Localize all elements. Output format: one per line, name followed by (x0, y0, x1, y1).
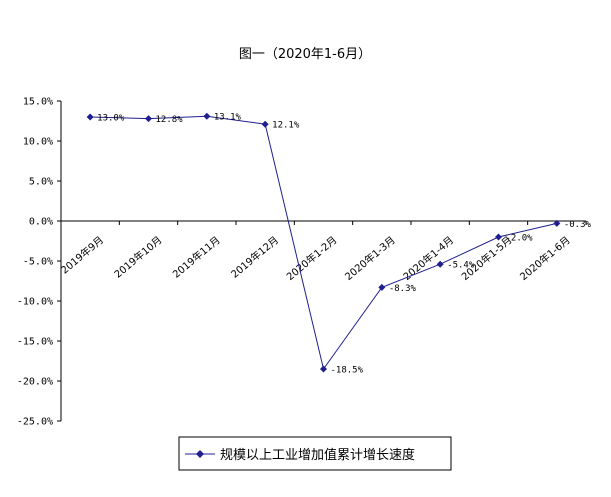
data-point (495, 233, 502, 241)
data-point (320, 365, 327, 373)
data-point (261, 120, 269, 128)
data-point (86, 113, 94, 121)
data-label: -2.0% (506, 234, 534, 244)
x-tick-label: 2019年11月 (170, 233, 223, 280)
x-tick-label: 2019年9月 (58, 233, 106, 276)
y-tick-label: 0.0% (29, 217, 53, 228)
data-label: -0.3% (564, 220, 592, 230)
y-axis-ticks: 15.0% 10.0% 5.0% 0.0% -5.0% -10.0% -15.0% -20.0… (17, 97, 61, 428)
data-label: -5.4% (447, 261, 475, 271)
y-tick-label: -25.0% (17, 417, 53, 428)
data-point (145, 115, 152, 123)
y-tick-label: -15.0% (17, 337, 53, 348)
y-tick-label: -5.0% (23, 257, 53, 268)
data-label: 13.1% (214, 113, 242, 123)
data-label: 12.1% (272, 121, 300, 131)
legend-marker (196, 450, 204, 458)
y-tick-label: -10.0% (17, 297, 53, 308)
data-label: 12.8% (156, 115, 184, 125)
series-group (86, 112, 561, 373)
y-tick-label: 5.0% (29, 177, 53, 188)
data-point (378, 283, 386, 291)
x-tick-label: 2019年12月 (228, 233, 281, 280)
data-point (436, 260, 444, 268)
data-point (553, 219, 561, 227)
y-tick-label: 10.0% (23, 137, 53, 148)
x-axis-ticks: 2019年9月 2019年10月 2019年11月 2019年12月 2020年1-2月… (58, 221, 587, 283)
y-tick-label: 15.0% (23, 97, 53, 108)
x-tick-label: 2019年10月 (111, 233, 164, 280)
legend: 规模以上工业增加值累计增长速度 (178, 436, 452, 471)
data-label: -18.5% (331, 366, 364, 376)
data-labels: 13.0% 12.8% 13.1% 12.1% -18.5% -8.3% -5.4% -2.0… (97, 113, 591, 376)
x-tick-label: 2020年1-4月 (400, 233, 456, 283)
data-label: 13.0% (97, 114, 125, 124)
chart-title: 图一（2020年1-6月） (239, 47, 371, 62)
data-label: -8.3% (389, 284, 417, 294)
x-tick-label: 2020年1-3月 (342, 233, 398, 283)
legend-label: 规模以上工业增加值累计增长速度 (220, 447, 415, 463)
x-tick-label: 2020年1-2月 (284, 233, 340, 283)
data-point (203, 112, 211, 120)
y-tick-label: -20.0% (17, 377, 53, 388)
legend-box (178, 436, 452, 471)
